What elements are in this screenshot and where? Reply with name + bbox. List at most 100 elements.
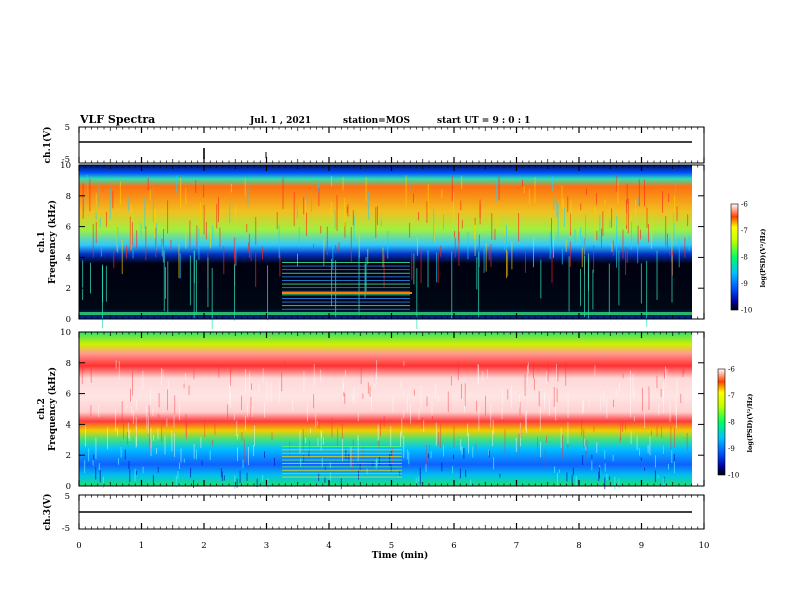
spectrogram-texture (405, 175, 407, 207)
ch1-colorbar: -6 -7 -8 -9 -10 log(PSD)(V²/Hz) (730, 201, 767, 315)
spectrogram-texture (451, 176, 453, 202)
spectrogram-texture (317, 437, 319, 447)
spectrogram-texture (515, 437, 517, 453)
spectrogram-texture (476, 257, 478, 290)
spectrogram-texture (585, 446, 587, 451)
spectrogram-texture (612, 240, 614, 256)
spectrogram-texture (470, 479, 472, 486)
spectrogram-texture (270, 382, 272, 402)
spectrogram-texture (246, 223, 248, 233)
spectrogram-texture (488, 449, 489, 456)
ch1-ytick-top: 5 (65, 123, 70, 133)
spectrogram-texture (310, 428, 312, 434)
spectrogram-texture (185, 187, 187, 204)
spectrogram-texture (604, 199, 606, 206)
spectrogram-texture (495, 180, 497, 202)
spectrogram-texture (170, 239, 172, 250)
spectrogram-texture (585, 188, 587, 195)
spectrogram-texture (563, 207, 565, 227)
spectrogram-texture (216, 203, 218, 229)
spectrogram-texture (421, 417, 423, 429)
spectrogram-texture (229, 382, 230, 405)
spectrogram-texture (551, 251, 553, 283)
spectrogram-texture (491, 213, 493, 240)
spectrogram-texture (622, 419, 624, 432)
spectrogram-texture (461, 446, 463, 455)
spectrogram-texture (256, 478, 258, 488)
spectrogram-texture (633, 389, 635, 399)
spectrogram-texture (552, 176, 554, 191)
spectrogram-texture (332, 243, 334, 270)
spectrogram-texture (486, 369, 488, 379)
spectrogram-texture (267, 478, 269, 489)
spectrogram-texture (403, 361, 405, 367)
ch2-spectrogram-ylabel: Frequency (kHz) (47, 367, 58, 451)
spectrogram-texture (101, 264, 103, 328)
spectrogram-texture (99, 469, 101, 483)
spectrogram-texture (490, 243, 492, 268)
spectrogram-texture (90, 367, 92, 383)
x-tick-label-10: 10 (699, 541, 710, 551)
spectrogram-texture (282, 265, 410, 267)
spectrogram-texture (140, 222, 142, 237)
spectrogram-texture (567, 196, 569, 213)
spectrogram-texture (193, 479, 194, 489)
spectrogram-texture (152, 408, 154, 417)
spectrogram-texture (413, 193, 414, 203)
spectrogram-texture (559, 469, 560, 473)
spectrogram-texture (235, 205, 236, 224)
spectrogram-texture (575, 475, 577, 486)
spectrogram-texture (132, 372, 133, 396)
spectrogram-texture (601, 228, 603, 251)
spectrogram-texture (506, 225, 507, 249)
spectrogram-texture (313, 394, 315, 409)
spectrogram-texture (651, 217, 653, 241)
spectrogram-texture (619, 437, 621, 443)
spectrogram-texture (440, 424, 442, 449)
spectrogram-texture (440, 245, 442, 257)
spectrogram-texture (282, 298, 410, 299)
spectrogram-texture (282, 463, 402, 464)
spectrogram-texture (244, 178, 246, 197)
header-station: station=MOS (343, 116, 410, 126)
spectrogram-texture (183, 383, 185, 389)
spectrogram-texture (646, 260, 648, 327)
spectrogram-texture (310, 192, 312, 212)
spectrogram-texture (437, 253, 439, 283)
spectrogram-texture (616, 175, 618, 192)
spectrogram-texture (568, 256, 570, 312)
freq-tick-label-2-0: 10 (60, 328, 71, 338)
spectrogram-texture (390, 426, 392, 447)
spectrogram-texture (306, 403, 308, 422)
spectrogram-texture (300, 458, 302, 467)
spectrogram-texture (121, 239, 123, 275)
spectrogram-texture (391, 448, 393, 464)
spectrogram-texture (611, 208, 613, 228)
spectrogram-texture (657, 475, 659, 479)
spectrogram-texture (434, 223, 435, 242)
spectrogram-texture (180, 448, 182, 463)
spectrogram-texture (155, 227, 157, 258)
spectrogram-texture (88, 448, 90, 462)
ch1-colorbar-label: log(PSD)(V²/Hz) (759, 229, 767, 288)
x-tick-label-4: 4 (326, 541, 331, 551)
figure-title: VLF Spectra (79, 113, 155, 126)
spectrogram-texture (418, 212, 420, 221)
spectrogram-texture (375, 207, 377, 238)
spectrogram-texture (463, 448, 465, 459)
spectrogram-texture (282, 301, 410, 303)
spectrogram-texture (368, 191, 370, 220)
spectrogram-texture (344, 198, 346, 227)
spectrogram-texture (618, 250, 620, 306)
ch1-spectrogram-panel: 10 8 6 4 2 0 ch.1 Frequency (kHz) (37, 161, 705, 330)
spectrogram-texture (454, 230, 456, 238)
spectrogram-texture (320, 226, 322, 234)
spectrogram-texture (117, 427, 118, 436)
spectrogram-texture (406, 396, 408, 413)
spectrogram-texture (227, 404, 228, 419)
spectrogram-texture (150, 427, 152, 448)
spectrogram-texture (673, 212, 675, 242)
spectrogram-texture (488, 450, 490, 458)
spectrogram-texture (498, 176, 500, 201)
spectrogram-texture (179, 253, 181, 279)
